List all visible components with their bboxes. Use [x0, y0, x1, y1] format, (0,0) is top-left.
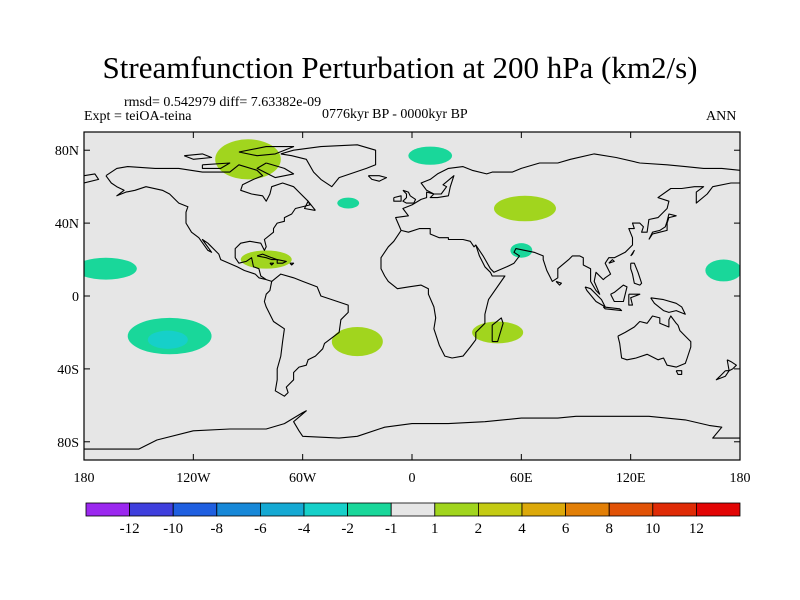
anomaly-region-3 — [408, 146, 453, 165]
anomaly-region-4 — [337, 197, 360, 209]
season-label: ANN — [706, 109, 737, 124]
colorbar-swatch-1 — [129, 502, 174, 517]
coastline-29 — [650, 297, 686, 315]
colorbar-swatch-10 — [521, 502, 566, 517]
coastline-layer — [84, 144, 740, 450]
anomaly-region-9 — [705, 259, 740, 282]
anomaly-region-6 — [510, 243, 533, 258]
coastline-12 — [238, 146, 295, 157]
coastline-19 — [269, 262, 275, 266]
anomaly-layer — [84, 139, 740, 357]
colorbar-label: 10 — [645, 521, 660, 537]
colorbar-label: -10 — [163, 521, 183, 537]
x-tick-label: 120W — [176, 471, 211, 486]
coastline-13 — [201, 162, 231, 169]
coastline-16 — [303, 200, 316, 211]
anomaly-region-8 — [84, 257, 137, 280]
coastline-9 — [393, 195, 402, 202]
y-tick-label: 80S — [57, 436, 79, 451]
coastline-34 — [555, 280, 562, 286]
coastline-30 — [617, 315, 692, 368]
colorbar-swatch-11 — [565, 502, 610, 517]
colorbar-swatch-8 — [434, 502, 479, 517]
coastline-22 — [630, 249, 635, 257]
colorbar-label: -8 — [211, 521, 224, 537]
anomaly-region-13 — [472, 321, 524, 344]
coastline-24 — [630, 262, 643, 286]
colorbar-swatch-2 — [172, 502, 218, 517]
colorbar-swatch-7 — [390, 502, 436, 517]
x-tick-label: 120E — [616, 471, 646, 486]
coastline-10 — [367, 175, 388, 182]
y-tick-label: 40N — [55, 217, 79, 232]
coastline-1 — [105, 164, 311, 282]
x-tick-label: 180 — [730, 471, 751, 486]
coastline-15 — [183, 153, 213, 160]
x-tick-label: 180 — [74, 471, 95, 486]
anomaly-region-11 — [147, 330, 188, 349]
colorbar-label: -1 — [385, 521, 398, 537]
map-background — [84, 132, 740, 460]
coastline-4 — [84, 173, 100, 184]
y-tick-label: 0 — [72, 290, 79, 305]
colorbar-swatch-4 — [259, 502, 305, 517]
coastline-11 — [280, 144, 377, 188]
colorbar-label: 1 — [431, 521, 439, 537]
colorbar-swatch-14 — [696, 502, 741, 517]
colorbar-swatch-0 — [85, 502, 130, 517]
colorbar-swatch-13 — [652, 502, 697, 517]
colorbar-label: -12 — [120, 521, 140, 537]
coastline-6 — [380, 230, 506, 359]
anomaly-region-12 — [331, 326, 383, 357]
stats-label: rmsd= 0.542979 diff= 7.63382e-09 — [124, 95, 322, 110]
colorbar-swatch-9 — [477, 502, 523, 517]
coastline-26 — [602, 306, 623, 312]
coastline-14 — [256, 162, 295, 179]
coastline-23 — [608, 259, 615, 264]
coastline-5 — [400, 182, 740, 295]
colorbar-label: -4 — [298, 521, 311, 537]
x-tick-label: 0 — [409, 471, 416, 486]
colorbar-swatch-6 — [347, 502, 392, 517]
x-tick-label: 60E — [510, 471, 533, 486]
anomaly-region-5 — [494, 195, 556, 222]
coastline-27 — [610, 284, 628, 303]
coastline-21 — [648, 213, 677, 240]
coastline-3 — [395, 153, 740, 231]
colorbar-swatch-3 — [216, 502, 261, 517]
y-tick-label: 80N — [55, 144, 79, 159]
colorbar-label: 4 — [518, 521, 526, 537]
colorbar: -12 -10 -8 -6 -4 -2 -1 1 2 4 6 8 10 12 — [85, 502, 741, 537]
colorbar-label: 6 — [562, 521, 570, 537]
colorbar-label: 8 — [605, 521, 613, 537]
colorbar-label: 12 — [689, 521, 704, 537]
coastline-33 — [715, 370, 730, 381]
coastline-18 — [276, 259, 287, 264]
coastline-32 — [726, 359, 737, 372]
y-tick-label: 40S — [57, 363, 79, 378]
coastline-28 — [628, 293, 641, 306]
coastline-7 — [491, 317, 504, 343]
coastline-8 — [402, 189, 417, 204]
chart-title: Streamfunction Perturbation at 200 hPa (… — [102, 50, 698, 85]
x-tick-label: 60W — [289, 471, 317, 486]
coastline-35 — [84, 410, 740, 450]
coastline-2 — [263, 273, 349, 397]
colorbar-label: 2 — [475, 521, 483, 537]
colorbar-label: -6 — [254, 521, 267, 537]
axis-ticks: 180 120W 60W 0 60E 120E 180 80N 40N 0 40S 80S — [55, 132, 751, 486]
colorbar-swatch-12 — [608, 502, 654, 517]
colorbar-swatch-5 — [303, 502, 348, 517]
coastline-31 — [675, 370, 683, 375]
colorbar-label: -2 — [341, 521, 354, 537]
period-label: 0776kyr BP - 0000kyr BP — [322, 107, 468, 122]
experiment-label: Expt = teiOA-teina — [84, 109, 192, 124]
coastline-20 — [289, 262, 295, 266]
